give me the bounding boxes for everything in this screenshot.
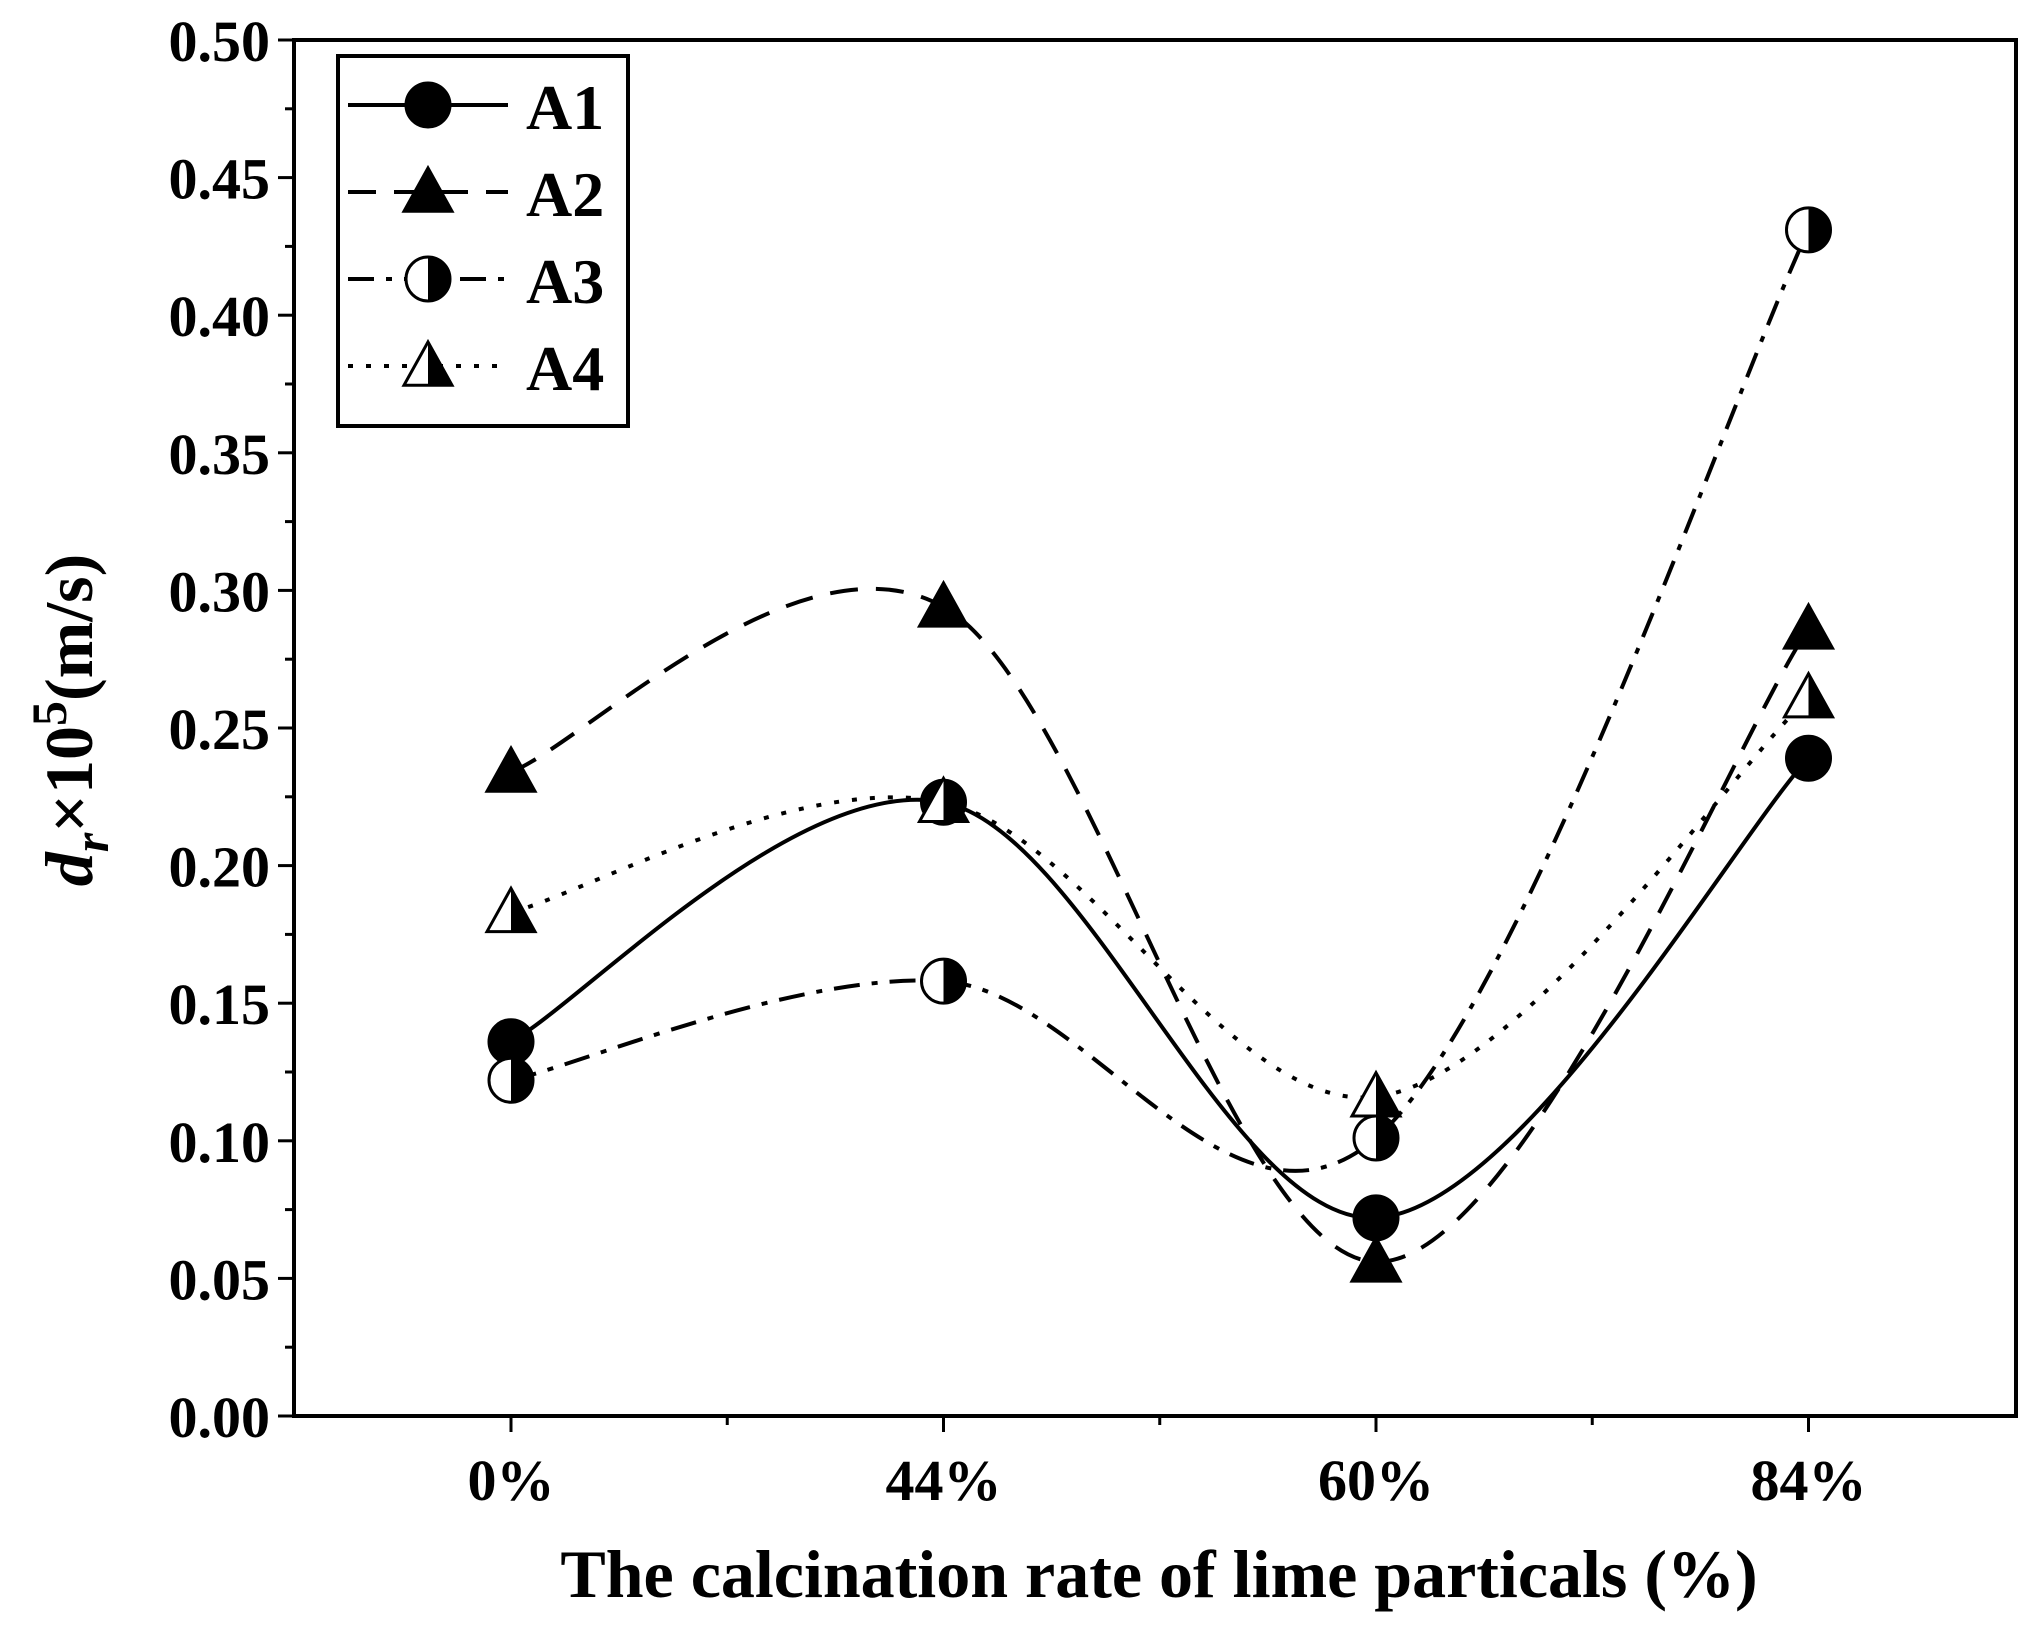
series-a4-line (510, 696, 1810, 1100)
series-a4-point (916, 775, 971, 824)
legend-box (336, 54, 630, 428)
legend-marker (404, 81, 452, 129)
series-a4-point (484, 885, 538, 934)
y-tick-label: 0.15 (169, 972, 271, 1037)
y-axis-title-unit: (m/s) (31, 554, 107, 701)
y-tick-label: 0.50 (169, 9, 271, 74)
legend-label: A1 (526, 72, 604, 143)
series-layer (484, 206, 1836, 1283)
y-axis-title-var: d (31, 851, 107, 886)
y-axis-title-sub: r (63, 832, 119, 852)
y-tick-label: 0.10 (169, 1110, 271, 1175)
legend-marker (401, 338, 455, 387)
y-tick-label: 0.25 (169, 697, 271, 762)
x-tick-label: 44% (886, 1448, 1002, 1513)
y-axis-title: dr×105(m/s) (21, 554, 119, 887)
series-a3-point (920, 957, 967, 1005)
legend-marker (404, 255, 452, 303)
y-tick-label: 0.20 (169, 835, 271, 900)
axes-layer: 0.00 0.05 0.10 0.15 0.20 0.25 0.30 0.35 0.40 0.45… (169, 9, 1867, 1513)
x-tick-label: 60% (1318, 1448, 1434, 1513)
series-a3-point (1785, 206, 1832, 254)
legend: A1 A2 A3 A4 (336, 54, 630, 428)
series-a1-point (1785, 734, 1832, 782)
x-tick-label: 84% (1751, 1448, 1867, 1513)
series-a1-line (510, 756, 1810, 1220)
series-a2-point (1349, 1234, 1403, 1283)
y-axis-title-sup: 5 (21, 701, 77, 726)
series-a2-point (484, 744, 538, 793)
y-tick-label: 0.05 (169, 1247, 271, 1312)
y-tick-label: 0.30 (169, 559, 271, 624)
x-tick-label: 0% (468, 1448, 555, 1513)
series-a2-line (510, 586, 1811, 1264)
series-a3-point (487, 1056, 535, 1104)
legend-marker (401, 164, 455, 213)
y-tick-label: 0.40 (169, 284, 271, 349)
legend-label: A2 (526, 159, 604, 230)
series-a2-point (916, 579, 971, 628)
series-a4-point (1349, 1069, 1403, 1118)
series-a3-line (510, 229, 1811, 1173)
series-a2-point (1781, 601, 1836, 650)
series-a4-point (1781, 670, 1836, 719)
series-a3-point (1352, 1114, 1400, 1162)
y-tick-label: 0.00 (169, 1385, 271, 1450)
series-a1-point (1352, 1194, 1400, 1242)
y-tick-label: 0.35 (169, 422, 271, 487)
y-axis-title-mid: ×10 (31, 726, 107, 833)
y-tick-label: 0.45 (169, 147, 271, 212)
legend-label: A3 (526, 246, 604, 317)
legend-label: A4 (526, 333, 604, 404)
x-axis-title: The calcination rate of lime particals (… (560, 1536, 1757, 1612)
